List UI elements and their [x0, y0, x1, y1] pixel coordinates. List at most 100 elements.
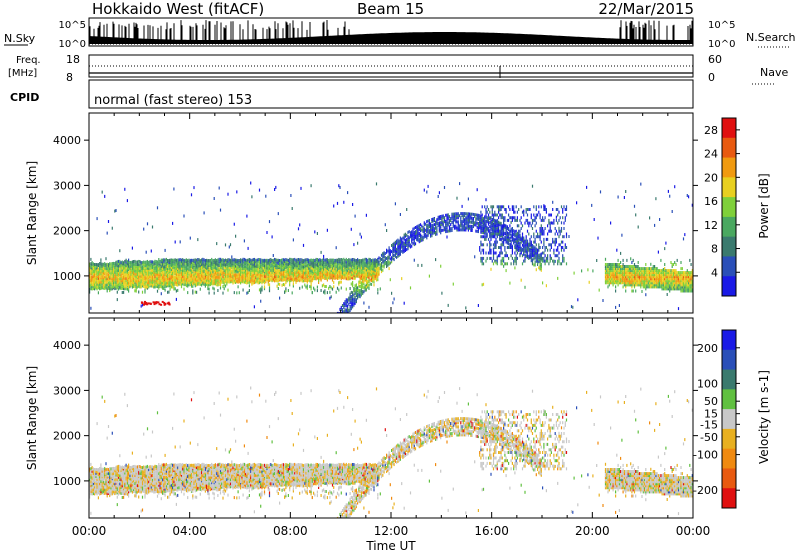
echo-cell — [211, 274, 213, 278]
echo-cell — [467, 212, 469, 216]
echo-cell — [329, 296, 331, 300]
echo-cell — [554, 254, 556, 258]
echo-cell — [615, 281, 617, 285]
echo-cell — [487, 220, 490, 224]
echo-cell — [143, 281, 145, 284]
echo-cell — [184, 266, 186, 270]
echo-cell — [286, 265, 288, 268]
echo-cell — [158, 260, 160, 264]
echo-cell — [96, 280, 98, 284]
echo-cell — [151, 276, 154, 280]
echo-cell — [306, 266, 308, 270]
echo-cell — [286, 260, 288, 264]
echo-cell — [465, 220, 467, 224]
echo-cell — [133, 266, 135, 270]
echo-cell — [120, 266, 122, 269]
echo-cell — [485, 208, 487, 211]
echo-cell — [329, 341, 330, 344]
echo-cell — [538, 256, 540, 260]
echo-cell — [331, 330, 332, 333]
echo-cell — [326, 278, 328, 282]
echo-cell — [163, 265, 165, 269]
echo-cell — [359, 275, 361, 279]
echo-cell — [344, 308, 346, 312]
echo-cell — [231, 280, 233, 284]
echo-cell — [347, 271, 349, 275]
echo-cell — [528, 254, 530, 258]
echo-cell — [455, 212, 457, 216]
echo-cell — [202, 264, 204, 268]
echo-cell — [276, 268, 278, 272]
echo-cell — [279, 259, 281, 262]
echo-cell — [323, 275, 325, 279]
echo-cell — [183, 269, 185, 272]
echo-cell — [597, 236, 599, 240]
echo-cell — [495, 246, 497, 249]
echo-cell — [309, 279, 311, 283]
echo-cell — [289, 260, 291, 264]
echo-cell — [167, 276, 169, 280]
echo-cell — [326, 270, 328, 274]
echo-cell — [554, 259, 556, 263]
echo-cell — [250, 272, 252, 276]
echo-cell — [106, 280, 108, 284]
echo-cell — [360, 281, 362, 285]
echo-cell — [143, 227, 145, 231]
echo-cell — [563, 235, 565, 239]
echo-cell — [549, 259, 551, 263]
echo-cell — [466, 218, 468, 222]
echo-cell — [503, 221, 505, 225]
echo-cell — [105, 280, 107, 284]
echo-cell — [287, 269, 289, 272]
echo-cell — [533, 254, 535, 258]
echo-cell — [143, 273, 145, 277]
echo-cell — [235, 262, 237, 266]
echo-cell — [129, 265, 131, 268]
echo-cell — [500, 243, 502, 247]
echo-cell — [329, 337, 330, 340]
echo-cell — [107, 266, 110, 270]
echo-cell — [453, 226, 456, 230]
echo-cell — [109, 275, 111, 279]
echo-cell — [526, 251, 529, 255]
echo-cell — [544, 208, 546, 211]
echo-cell — [289, 277, 291, 281]
echo-cell — [218, 266, 220, 270]
echo-cell — [329, 273, 331, 277]
echo-cell — [549, 224, 551, 228]
echo-cell — [290, 257, 292, 261]
echo-cell — [317, 347, 318, 350]
echo-cell — [481, 283, 483, 287]
echo-cell — [201, 269, 203, 273]
echo-cell — [523, 252, 525, 256]
echo-cell — [466, 216, 468, 220]
echo-cell — [425, 222, 427, 226]
echo-cell — [168, 262, 170, 266]
echo-cell — [106, 285, 108, 289]
echo-cell — [268, 270, 271, 274]
echo-cell — [130, 268, 132, 272]
echo-cell — [292, 276, 294, 280]
echo-cell — [165, 279, 167, 283]
echo-cell — [320, 289, 322, 292]
echo-cell — [317, 351, 318, 354]
echo-cell — [451, 212, 453, 216]
echo-cell — [317, 361, 318, 364]
echo-cell — [498, 226, 500, 230]
echo-cell — [216, 267, 218, 271]
echo-cell — [333, 264, 335, 268]
echo-cell — [104, 266, 106, 270]
echo-cell — [295, 263, 297, 267]
echo-cell — [174, 269, 176, 273]
echo-cell — [563, 227, 565, 230]
echo-cell — [535, 221, 537, 225]
echo-cell — [511, 218, 513, 222]
echo-cell — [248, 265, 250, 269]
echo-cell — [335, 269, 337, 273]
echo-cell — [514, 234, 516, 238]
echo-cell — [313, 269, 315, 272]
echo-cell — [525, 250, 527, 254]
echo-cell — [487, 222, 490, 226]
echo-cell — [359, 265, 361, 268]
echo-cell — [398, 243, 400, 247]
